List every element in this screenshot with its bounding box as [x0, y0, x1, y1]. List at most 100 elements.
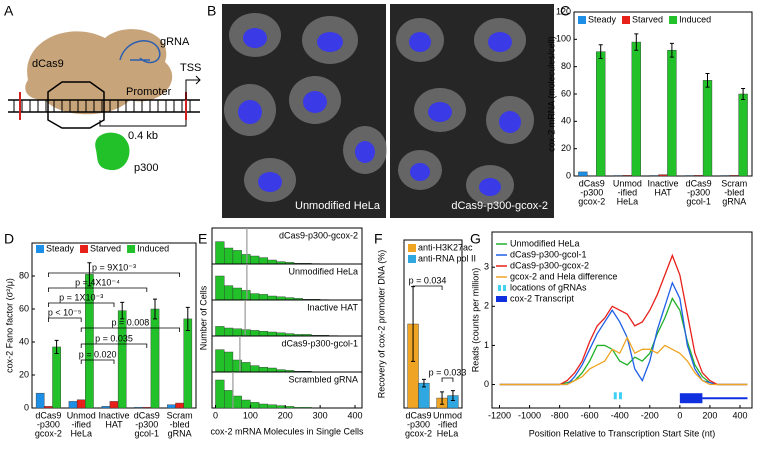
x-tick-label: HAT: [654, 187, 672, 197]
error-bar: [54, 339, 59, 355]
y-tick-label: 80: [561, 61, 571, 71]
bar: [649, 175, 659, 177]
y-tick-label: 20: [561, 143, 571, 153]
histogram-bar: [232, 287, 242, 301]
histogram-bar: [267, 259, 277, 265]
x-tick-label: HeLa: [617, 196, 639, 206]
plot-frame: [491, 231, 753, 409]
y-tick-label: 3: [484, 262, 489, 272]
error-bar: [450, 390, 455, 402]
label: TSS: [180, 62, 201, 74]
histogram-bar: [241, 329, 251, 337]
significance-bracket: [80, 327, 180, 332]
histogram-bar: [267, 331, 277, 337]
legend-label: dCas9-p300-gcol-1: [510, 249, 587, 259]
legend-label: Induced: [137, 243, 169, 253]
x-tick-label: -bled: [724, 187, 744, 197]
bar: [52, 346, 61, 409]
legend-swatch: [669, 16, 678, 24]
histogram-bar: [224, 247, 234, 265]
legend-swatch: [496, 296, 507, 302]
histogram-bar: [258, 403, 269, 409]
y-tick-label: 1: [484, 340, 489, 350]
x-tick-label: 300: [313, 410, 328, 420]
legend-label: Induced: [679, 14, 711, 24]
subplot-label: Unmodified HeLa: [288, 266, 358, 276]
bar: [68, 401, 78, 409]
x-tick-label: dCas9: [134, 410, 160, 420]
legend-label: Starved: [90, 243, 121, 253]
x-tick-label: dCas9: [686, 178, 712, 188]
x-tick-label: -200: [641, 410, 659, 420]
x-tick-label: HeLa: [70, 428, 92, 438]
x-tick-label: gRNA: [722, 196, 746, 206]
nuclei: [238, 28, 521, 196]
dcas9-ring: [47, 81, 105, 129]
significance-bracket: [48, 317, 82, 322]
histogram-bar: [267, 367, 277, 373]
histogram-bar: [241, 254, 251, 265]
legend-label: cox-2 Transcript: [510, 293, 575, 303]
bar: [76, 399, 86, 409]
p-value: p < 10⁻⁵: [48, 307, 82, 317]
significance-bracket: [441, 377, 454, 382]
x-tick-label: -p300: [580, 187, 603, 197]
x-tick-label: 400: [348, 410, 363, 420]
y-tick-label: 120: [556, 6, 571, 16]
bar: [109, 401, 119, 409]
legend-swatch: [578, 16, 586, 24]
legend-label: dCas9-p300-gcox-2: [510, 260, 589, 270]
bar: [613, 175, 624, 177]
error-bar: [440, 391, 445, 405]
y-tick-label: 2: [484, 301, 489, 311]
bar: [702, 80, 713, 177]
histogram-bar: [276, 405, 286, 409]
significance-bracket: [80, 343, 148, 348]
histogram-bar: [258, 257, 269, 265]
histogram-bar: [215, 241, 225, 265]
bar: [150, 308, 160, 409]
histogram-bar: [224, 390, 234, 409]
bar: [35, 392, 45, 409]
x-tick-label: gcox-2: [578, 196, 605, 206]
x-tick-label: -p300: [687, 187, 710, 197]
y-tick-label: 0: [484, 379, 489, 389]
p-value: p = 1X10⁻³: [59, 292, 103, 302]
histogram-bar: [215, 379, 225, 409]
legend-swatch: [408, 255, 416, 263]
image-caption: Unmodified HeLa: [295, 200, 381, 212]
legend-label: anti-H3K27ac: [418, 242, 473, 252]
x-axis-label: Position Relative to Transcription Start…: [529, 428, 716, 438]
x-tick-label: Unmod: [433, 410, 462, 420]
x-tick-label: HeLa: [437, 428, 459, 438]
x-tick-label: gcox-2: [405, 428, 432, 438]
histogram-bar: [250, 402, 260, 409]
x-tick-label: gcol-1: [686, 196, 711, 206]
y-tick-label: 40: [561, 116, 571, 126]
bar: [622, 175, 633, 177]
legend-swatch: [503, 285, 506, 291]
grna-marker: [613, 392, 617, 400]
histogram-bar: [224, 327, 234, 337]
series-line: [499, 297, 748, 386]
y-tick-label: 60: [19, 303, 29, 313]
histogram-bar: [267, 404, 277, 409]
dcas9-blob: [25, 29, 173, 115]
histogram-bar: [241, 362, 251, 373]
transcript-exon: [679, 393, 703, 404]
panel-label: B: [207, 3, 216, 19]
p-value: p = 4X10⁻⁴: [75, 277, 120, 287]
x-tick-label: Inactive: [647, 178, 678, 188]
histogram-bar: [258, 294, 269, 301]
x-tick-label: 100: [243, 410, 258, 420]
legend-swatch: [80, 245, 89, 253]
p-value: p = 0.034: [409, 275, 447, 285]
histogram-bar: [224, 285, 234, 301]
grna-marker: [618, 392, 622, 400]
error-bar: [153, 298, 157, 320]
p-value: p = 9X10⁻³: [92, 262, 136, 272]
y-tick-label: 0: [566, 170, 571, 180]
x-axis-label: cox-2 mRNA Molecules in Single Cells: [210, 426, 364, 436]
histogram-bar: [258, 331, 269, 337]
